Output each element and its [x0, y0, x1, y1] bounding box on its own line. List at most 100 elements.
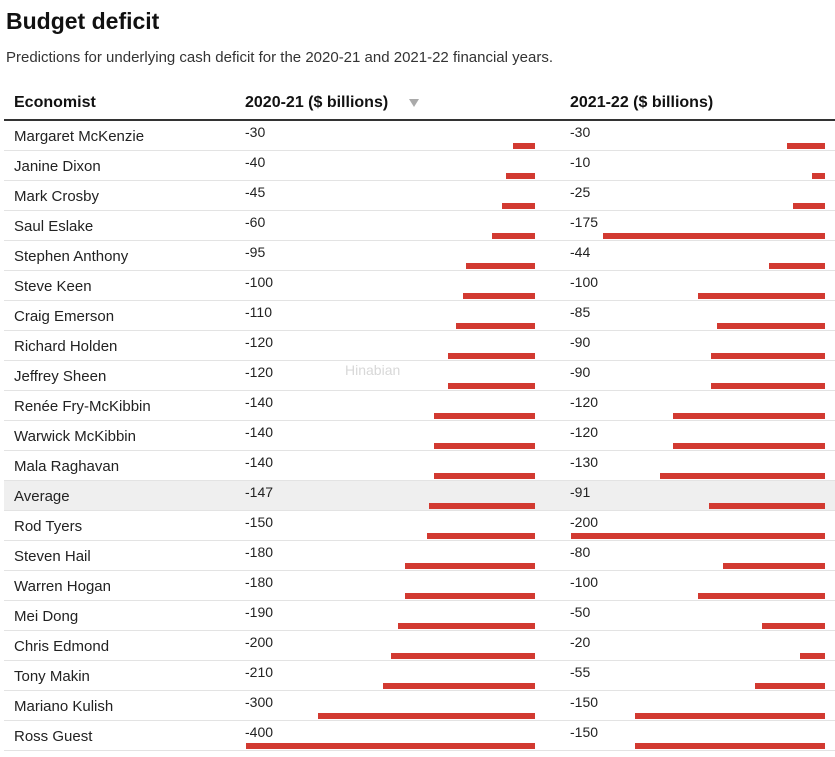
bar-2020-21	[455, 323, 535, 329]
bar-2020-21	[383, 683, 535, 689]
value-2020-21: -120	[245, 364, 274, 380]
value-2020-21: -140	[245, 454, 274, 470]
bar-2021-22	[709, 503, 825, 509]
bar-2020-21	[426, 533, 535, 539]
bar-2021-22	[723, 563, 825, 569]
bar-2020-21	[433, 413, 535, 419]
economist-name: Craig Emerson	[14, 308, 115, 325]
column-header-2021-22[interactable]: 2021-22 ($ billions)	[570, 94, 714, 111]
value-2021-22: -120	[570, 394, 599, 410]
bar-2021-22	[761, 623, 825, 629]
table-row: Stephen Anthony -95 -44	[4, 241, 835, 271]
bar-2021-22	[602, 233, 825, 239]
value-2021-22: -120	[570, 424, 599, 440]
bar-2021-22	[812, 173, 825, 179]
table-row: Tony Makin -210 -55	[4, 661, 835, 691]
table-row: Richard Holden -120 -90	[4, 331, 835, 361]
bar-2021-22	[672, 413, 825, 419]
value-2021-22: -200	[570, 514, 599, 530]
table-row: Saul Eslake -60 -175	[4, 211, 835, 241]
bar-2021-22	[755, 683, 825, 689]
value-2020-21: -190	[245, 604, 274, 620]
value-2020-21: -140	[245, 424, 274, 440]
bar-2020-21	[491, 233, 535, 239]
value-2020-21: -120	[245, 334, 274, 350]
bar-2020-21	[448, 383, 535, 389]
table-row: Margaret McKenzie -30 -30	[4, 121, 835, 151]
bar-2020-21	[404, 593, 535, 599]
value-2021-22: -130	[570, 454, 599, 470]
economist-name: Chris Edmond	[14, 638, 110, 655]
value-2021-22: -10	[570, 154, 591, 170]
value-2020-21: -150	[245, 514, 274, 530]
bar-2021-22	[786, 143, 825, 149]
bar-2020-21	[513, 143, 535, 149]
table-row: Mei Dong -190 -50	[4, 601, 835, 631]
bar-2020-21	[433, 443, 535, 449]
table-row: Steven Hail -180 -80	[4, 541, 835, 571]
bar-2020-21	[428, 503, 535, 509]
header-divider	[4, 119, 835, 121]
economist-name: Warren Hogan	[14, 578, 111, 595]
table-row: Jeffrey Sheen -120 -90	[4, 361, 835, 391]
bar-2021-22	[672, 443, 825, 449]
bar-2021-22	[698, 293, 825, 299]
value-2021-22: -90	[570, 334, 591, 350]
table-row: Janine Dixon -40 -10	[4, 151, 835, 181]
economist-name: Rod Tyers	[14, 518, 83, 535]
bar-2020-21	[390, 653, 535, 659]
bar-2020-21	[246, 743, 535, 749]
bar-2020-21	[404, 563, 535, 569]
value-2021-22: -175	[570, 214, 599, 230]
table-row: Warren Hogan -180 -100	[4, 571, 835, 601]
economist-name: Mark Crosby	[14, 188, 100, 205]
economist-name: Warwick McKibbin	[14, 428, 136, 445]
economist-name: Steven Hail	[14, 548, 91, 565]
value-2020-21: -95	[245, 244, 266, 260]
column-header-economist[interactable]: Economist	[14, 94, 96, 111]
column-header-2020-21[interactable]: 2020-21 ($ billions)	[245, 94, 389, 111]
chart-subtitle: Predictions for underlying cash deficit …	[6, 49, 553, 66]
value-2020-21: -300	[245, 694, 274, 710]
economist-name: Saul Eslake	[14, 218, 94, 235]
economist-name: Tony Makin	[14, 668, 90, 685]
bar-2021-22	[769, 263, 825, 269]
economist-name: Mala Raghavan	[14, 458, 120, 475]
table-row: Craig Emerson -110 -85	[4, 301, 835, 331]
value-2020-21: -180	[245, 544, 274, 560]
value-2020-21: -140	[245, 394, 274, 410]
value-2021-22: -44	[570, 244, 591, 260]
economist-name: Renée Fry-McKibbin	[14, 398, 151, 415]
economist-name: Stephen Anthony	[14, 248, 129, 265]
sort-descending-icon[interactable]	[409, 99, 419, 107]
economist-name: Average	[14, 488, 70, 505]
value-2021-22: -90	[570, 364, 591, 380]
value-2021-22: -85	[570, 304, 591, 320]
table-row: Chris Edmond -200 -20	[4, 631, 835, 661]
value-2021-22: -91	[570, 484, 591, 500]
bar-2021-22	[793, 203, 825, 209]
table-row: Steve Keen -100 -100	[4, 271, 835, 301]
value-2020-21: -40	[245, 154, 266, 170]
value-2020-21: -110	[245, 304, 272, 320]
economist-name: Jeffrey Sheen	[14, 368, 107, 385]
table-row: Renée Fry-McKibbin -140 -120	[4, 391, 835, 421]
economist-name: Ross Guest	[14, 728, 93, 745]
economist-name: Mariano Kulish	[14, 698, 114, 715]
value-2021-22: -55	[570, 664, 591, 680]
bar-2020-21	[397, 623, 535, 629]
value-2021-22: -100	[570, 274, 599, 290]
economist-name: Richard Holden	[14, 338, 118, 355]
bar-2021-22	[710, 353, 825, 359]
table-row: Rod Tyers -150 -200	[4, 511, 835, 541]
value-2020-21: -200	[245, 634, 274, 650]
bar-2021-22	[710, 383, 825, 389]
value-2021-22: -150	[570, 694, 599, 710]
table-row: Mala Raghavan -140 -130	[4, 451, 835, 481]
average-row: Average -147 -91	[4, 481, 835, 511]
table-row: Mark Crosby -45 -25	[4, 181, 835, 211]
bar-2020-21	[466, 263, 535, 269]
bar-2021-22	[634, 713, 825, 719]
table-row: Ross Guest -400 -150	[4, 721, 835, 751]
value-2020-21: -147	[245, 484, 274, 500]
